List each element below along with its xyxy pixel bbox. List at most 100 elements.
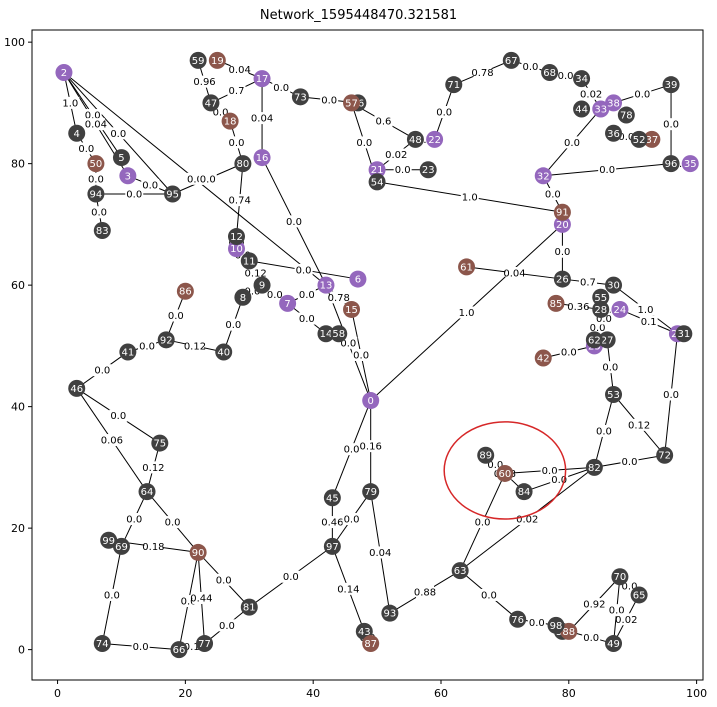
node-label: 74 xyxy=(96,639,109,650)
edge-weight-label: 0.0 xyxy=(353,351,369,362)
edge-weight-label: 0.0 xyxy=(187,174,203,185)
node-11 xyxy=(240,252,258,270)
x-tick-label: 0 xyxy=(54,687,61,700)
edge-weight-label: 0.0 xyxy=(245,287,261,298)
node-label: 55 xyxy=(594,293,607,304)
edge-label-bg xyxy=(543,188,562,201)
edge-weight-label: 0.0 xyxy=(110,411,126,422)
edge-weight-label: 0.0 xyxy=(475,518,491,529)
node-19 xyxy=(208,51,226,69)
edge-weight-label: 0.0 xyxy=(126,190,142,201)
edge-weight-label: 0.0 xyxy=(340,338,356,349)
node-72 xyxy=(656,446,674,464)
edge-label-bg xyxy=(527,616,546,629)
node-20 xyxy=(553,215,571,233)
node-74 xyxy=(93,635,111,653)
node-13 xyxy=(317,276,335,294)
node-67 xyxy=(502,51,520,69)
node-label: 84 xyxy=(518,487,531,498)
node-70 xyxy=(611,568,629,586)
edge-label-bg xyxy=(227,136,246,149)
node-label: 89 xyxy=(479,451,492,462)
node-label: 54 xyxy=(371,177,384,188)
edge-label-bg xyxy=(90,206,109,219)
node-9 xyxy=(253,276,271,294)
edge-label-bg xyxy=(435,106,454,119)
node-79 xyxy=(362,483,380,501)
edge-weight-label: 1.0 xyxy=(638,305,654,316)
node-label: 79 xyxy=(364,487,377,498)
edge-label-bg xyxy=(607,604,626,617)
edge-label-bg xyxy=(633,87,652,100)
edge-label-bg xyxy=(662,118,681,131)
node-label: 24 xyxy=(614,305,627,316)
edge-label-bg xyxy=(374,115,393,128)
edge-label-bg xyxy=(361,440,380,453)
node-label: 62 xyxy=(588,335,601,346)
edge-label-bg xyxy=(320,93,339,106)
edge-label-bg xyxy=(518,513,537,526)
edge-labels-layer: 1.00.00.00.0 0.160.00.01.00.00.040.00.00.… xyxy=(61,60,690,653)
node-18 xyxy=(221,112,239,130)
node-23 xyxy=(419,161,437,179)
node-66 xyxy=(170,641,188,659)
edge-label-bg xyxy=(144,461,163,474)
node-52 xyxy=(630,130,648,148)
node-label: 40 xyxy=(217,347,230,358)
edge-label-bg xyxy=(138,339,157,352)
node-label: 41 xyxy=(121,347,134,358)
edge-weight-label: 0.0 xyxy=(216,575,232,586)
edge-label-bg xyxy=(457,306,476,319)
node-label: 82 xyxy=(588,463,601,474)
edge-weight-label: 0.0 xyxy=(590,323,606,334)
node-42 xyxy=(534,349,552,367)
edge-weight-label: 0.0 xyxy=(602,363,618,374)
node-label: 48 xyxy=(409,135,422,146)
edge-label-bg xyxy=(540,464,559,477)
node-75 xyxy=(151,434,169,452)
edge-weight-label: 0.0 xyxy=(561,347,577,358)
node-44 xyxy=(573,100,591,118)
edge-weight-label: 0.06 xyxy=(101,436,123,447)
node-8 xyxy=(234,288,252,306)
node-94 xyxy=(87,185,105,203)
node-92 xyxy=(157,331,175,349)
edge-label-bg xyxy=(224,318,243,331)
edge-label-bg xyxy=(339,582,358,595)
node-label: 76 xyxy=(511,615,524,626)
node-label: 69 xyxy=(115,542,128,553)
edge-label-bg xyxy=(217,619,236,632)
node-33 xyxy=(592,100,610,118)
edge-weight-label: 0.74 xyxy=(229,196,251,207)
edge-weight-label: 0.88 xyxy=(414,587,436,598)
edge-weight-label: 0.0 xyxy=(299,290,315,301)
node-30 xyxy=(605,276,623,294)
nodes-layer: 0234567891011121314151617181920212223242… xyxy=(55,51,699,659)
edge-weight-label: 0.0 xyxy=(299,314,315,325)
edge-weight-label: 0.0 xyxy=(85,111,101,122)
edge-label-bg xyxy=(355,136,374,149)
edge-weight-label: 0.0 xyxy=(542,466,558,477)
node-label: 63 xyxy=(454,566,467,577)
edge-label-bg xyxy=(620,455,639,468)
node-88 xyxy=(560,622,578,640)
edge-weight-label: 0.0 xyxy=(356,138,372,149)
edge-label-bg xyxy=(195,75,214,88)
node-81 xyxy=(240,598,258,616)
edge-weight-label: 0.0 xyxy=(599,165,615,176)
node-label: 27 xyxy=(601,335,614,346)
node-38 xyxy=(605,94,623,112)
node-69 xyxy=(112,537,130,555)
edge-weight-label: 0.02 xyxy=(615,615,637,626)
node-label: 96 xyxy=(665,159,678,170)
node-label: 73 xyxy=(294,92,307,103)
node-62 xyxy=(585,331,603,349)
edge-label-bg xyxy=(393,163,412,176)
edge-weight-label: 1.0 xyxy=(62,98,78,109)
node-label: 33 xyxy=(594,104,607,115)
edge-weight-label: 0.0 xyxy=(596,314,612,325)
node-label: 86 xyxy=(179,287,192,298)
node-label: 58 xyxy=(332,329,345,340)
x-tick-label: 60 xyxy=(434,687,448,700)
